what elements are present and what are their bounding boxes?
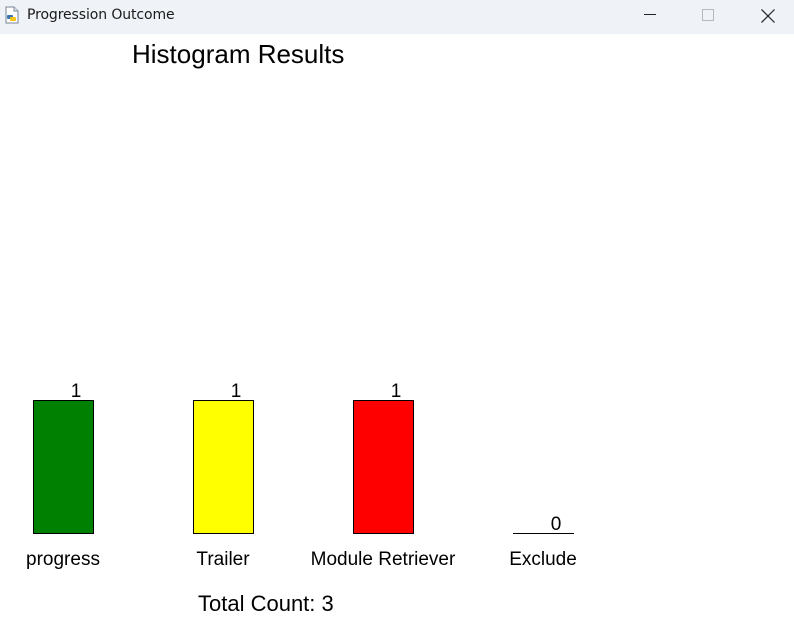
maximize-button[interactable] bbox=[685, 0, 731, 30]
category-label: Module Retriever bbox=[311, 549, 456, 570]
category-label: Exclude bbox=[509, 549, 577, 570]
bar-trailer bbox=[193, 400, 254, 534]
histogram-canvas: Histogram Results 1 progress 1 Trailer 1 Modu… bbox=[0, 34, 794, 633]
window-title: Progression Outcome bbox=[27, 7, 175, 23]
python-feather-icon bbox=[5, 6, 19, 24]
chart-title: Histogram Results bbox=[132, 39, 345, 69]
minimize-button[interactable] bbox=[627, 0, 673, 30]
category-label: progress bbox=[26, 549, 100, 570]
title-bar[interactable]: Progression Outcome bbox=[0, 0, 794, 34]
bar-module-retriever bbox=[353, 400, 414, 534]
close-button[interactable] bbox=[744, 0, 790, 30]
value-label: 0 bbox=[551, 514, 562, 535]
maximize-icon bbox=[702, 9, 714, 21]
close-icon bbox=[761, 9, 775, 23]
histogram-chart: 1 progress 1 Trailer 1 Module Retriever 0 Exclu… bbox=[26, 381, 577, 570]
value-label: 1 bbox=[391, 381, 402, 402]
total-count: Total Count: 3 bbox=[198, 591, 334, 616]
bar-progress bbox=[33, 400, 94, 534]
value-label: 1 bbox=[71, 381, 82, 402]
minimize-icon bbox=[644, 14, 656, 15]
value-label: 1 bbox=[231, 381, 242, 402]
category-label: Trailer bbox=[196, 549, 250, 570]
